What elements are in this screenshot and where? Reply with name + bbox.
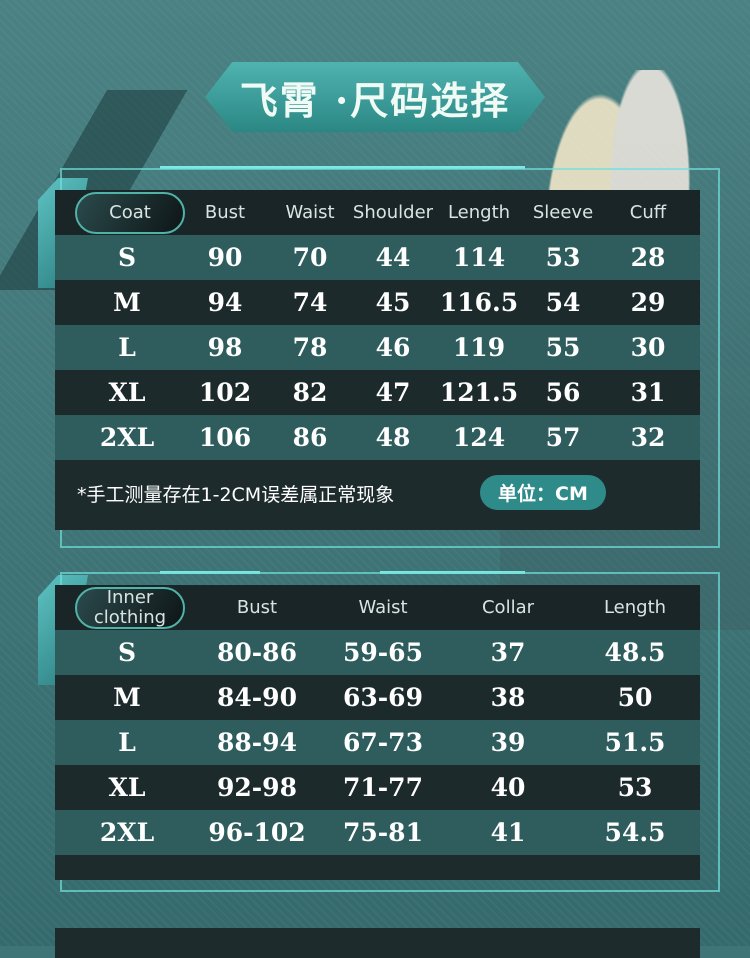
table-cell: 41 — [490, 818, 526, 847]
table-cell: 30 — [630, 333, 666, 362]
table-row: XL 102 82 47 121.5 56 31 — [55, 370, 700, 415]
table-cell: 102 — [198, 378, 252, 407]
table-cell: 124 — [452, 423, 506, 452]
column-header: Sleeve — [532, 202, 594, 223]
table-cell: 50 — [617, 683, 653, 712]
table-cell: 90 — [207, 243, 243, 272]
measurement-note: *手工测量存在1-2CM误差属正常现象 — [77, 484, 395, 506]
page-title: 飞霄 ·尺码选择 — [239, 77, 511, 123]
table-row: M 84-90 63-69 38 50 — [55, 675, 700, 720]
size-label: M — [113, 288, 141, 317]
table-cell: 84-90 — [217, 683, 297, 712]
table-row: L 88-94 67-73 39 51.5 — [55, 720, 700, 765]
table-cell: 94 — [207, 288, 243, 317]
table-cell: 80-86 — [217, 638, 297, 667]
table-cell: 121.5 — [439, 378, 519, 407]
column-header: Cuff — [629, 202, 667, 223]
table-cell: 28 — [630, 243, 666, 272]
table-cell: 48 — [375, 423, 411, 452]
table-cell: 74 — [292, 288, 328, 317]
size-label: L — [118, 333, 136, 362]
table-cell: 48.5 — [604, 638, 666, 667]
table-cell: 51.5 — [604, 728, 666, 757]
table-cell: 106 — [198, 423, 252, 452]
table-cell: 119 — [452, 333, 506, 362]
table-cell: 53 — [617, 773, 653, 802]
table-cell: 96-102 — [208, 818, 306, 847]
table-row: XL 92-98 71-77 40 53 — [55, 765, 700, 810]
size-label: 2XL — [99, 818, 155, 847]
table-cell: 31 — [630, 378, 666, 407]
table-cell: 29 — [630, 288, 666, 317]
table-row: L 98 78 46 119 55 30 — [55, 325, 700, 370]
table-cell: 32 — [630, 423, 666, 452]
table-cell: 40 — [490, 773, 526, 802]
title-banner: 飞霄 ·尺码选择 — [205, 62, 545, 132]
table-cell: 63-69 — [343, 683, 423, 712]
table-cell: 39 — [490, 728, 526, 757]
table-row: 2XL 96-102 75-81 41 54.5 — [55, 810, 700, 855]
table-cell: 38 — [490, 683, 526, 712]
coat-size-table: Coat *手工测量存在1-2CM误差属正常现象 单位：CM Bust Waist… — [55, 190, 700, 530]
table-cell: 37 — [490, 638, 526, 667]
table-row: M 94 74 45 116.5 54 29 — [55, 280, 700, 325]
inner-label: Inner clothing — [75, 587, 185, 629]
table-cell: 114 — [452, 243, 506, 272]
table-cell: 82 — [292, 378, 328, 407]
table-cell: 75-81 — [343, 818, 423, 847]
size-label: XL — [108, 378, 146, 407]
table-cell: 44 — [375, 243, 411, 272]
column-header: Length — [447, 202, 511, 223]
table-cell: 54.5 — [604, 818, 666, 847]
table-cell: 78 — [292, 333, 328, 362]
size-label: L — [118, 728, 136, 757]
column-header: Shoulder — [352, 202, 434, 223]
size-label: M — [113, 683, 141, 712]
size-label: S — [117, 243, 137, 272]
table-cell: 59-65 — [343, 638, 423, 667]
divider — [160, 166, 525, 169]
column-header: Waist — [285, 202, 335, 223]
table-cell: 67-73 — [343, 728, 423, 757]
table-cell: 56 — [545, 378, 581, 407]
table-cell: 53 — [545, 243, 581, 272]
table-cell: 54 — [545, 288, 581, 317]
size-label: 2XL — [99, 423, 155, 452]
unit-badge: 单位：CM — [480, 475, 606, 510]
column-header: Collar — [481, 597, 535, 618]
table-row: S 90 70 44 114 53 28 — [55, 235, 700, 280]
size-label: S — [117, 638, 137, 667]
table-cell: 86 — [292, 423, 328, 452]
column-header: Bust — [236, 597, 278, 618]
table-cell: 70 — [292, 243, 328, 272]
size-label: XL — [108, 773, 146, 802]
next-table-partial — [55, 928, 700, 958]
table-cell: 88-94 — [217, 728, 297, 757]
inner-size-table: Inner clothing Bust Waist Collar Length S 80-… — [55, 585, 700, 880]
table-cell: 47 — [375, 378, 411, 407]
table-cell: 92-98 — [217, 773, 297, 802]
table-cell: 57 — [545, 423, 581, 452]
table-cell: 71-77 — [343, 773, 423, 802]
table-cell: 116.5 — [439, 288, 519, 317]
column-header: Length — [603, 597, 667, 618]
table-cell: 45 — [375, 288, 411, 317]
table-row: S 80-86 59-65 37 48.5 — [55, 630, 700, 675]
table-cell: 98 — [207, 333, 243, 362]
column-header: Waist — [358, 597, 408, 618]
table-cell: 46 — [375, 333, 411, 362]
coat-label: Coat — [75, 192, 185, 234]
table-cell: 55 — [545, 333, 581, 362]
column-header: Bust — [204, 202, 246, 223]
table-row: 2XL 106 86 48 124 57 32 — [55, 415, 700, 460]
